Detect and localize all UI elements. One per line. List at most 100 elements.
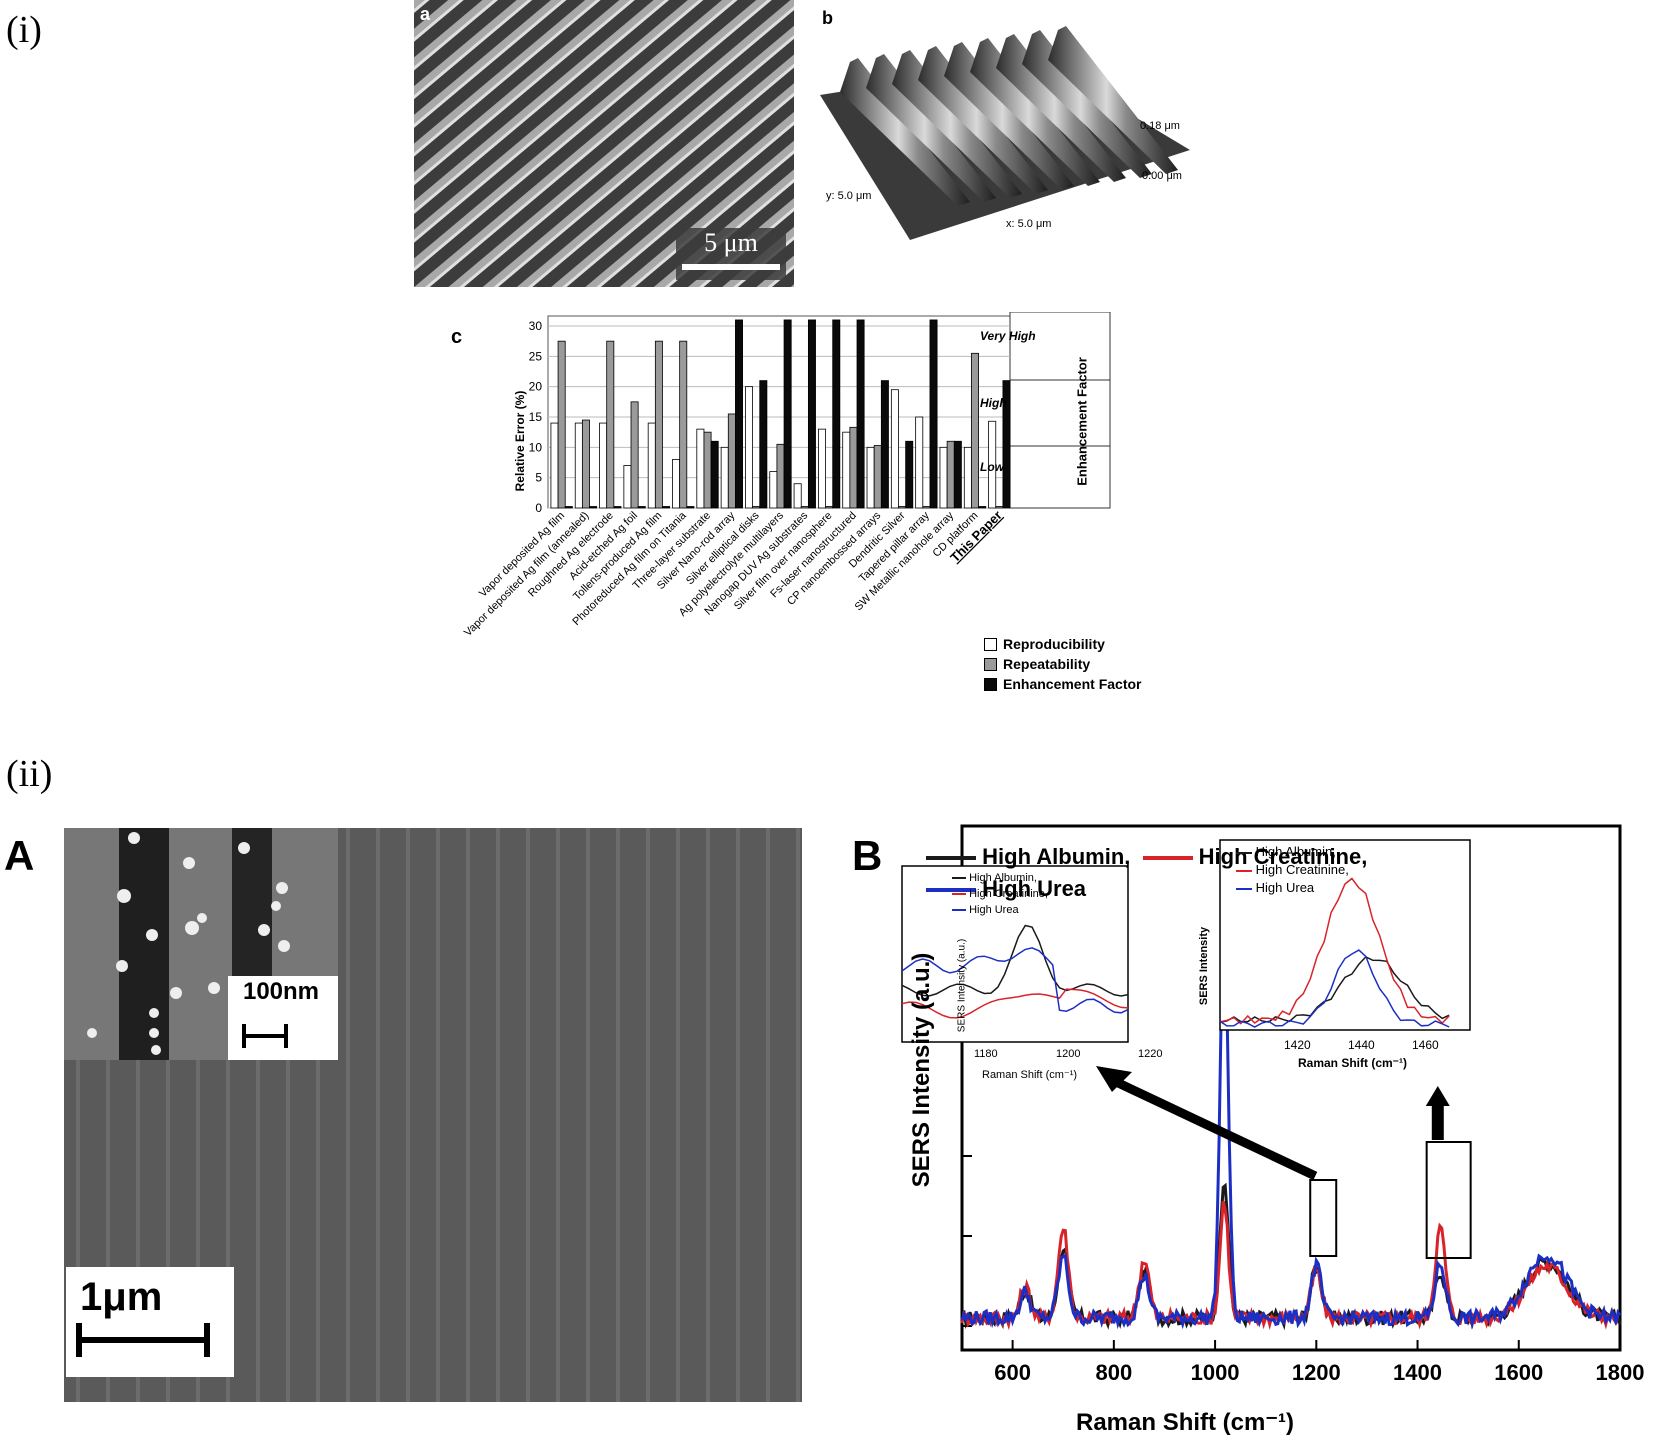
bar-repeatability — [557, 340, 566, 509]
chart-legend: Reproducibility Repeatability Enhancemen… — [984, 634, 1141, 694]
y-axis-label: y: 5.0 μm — [826, 190, 872, 202]
afm-ridge — [1022, 30, 1152, 178]
bar-repeatability — [946, 440, 955, 509]
y-tick-label: 0 — [535, 501, 542, 515]
inset-scale-box: 100nm — [228, 976, 338, 1060]
legend-enhancement-factor: Enhancement Factor — [984, 674, 1141, 694]
legend-reproducibility: Reproducibility — [984, 634, 1141, 654]
bar-repeatability — [776, 443, 785, 509]
x-tick-label: 1400 — [1393, 1360, 1442, 1385]
main-legend-row2: High Urea — [926, 876, 1086, 902]
ef-level-high: High — [980, 396, 1007, 410]
plot-frame — [960, 824, 1622, 1352]
inset1-ylabel: SERS Intensity (a.u.) — [956, 938, 968, 1033]
bar-enhancement-factor — [929, 319, 938, 509]
afm-ridge — [996, 34, 1126, 182]
bar-repeatability — [581, 419, 590, 509]
scale-bar — [76, 1337, 210, 1343]
scale-bar-box: 1μm — [66, 1267, 234, 1377]
bar-repeatability — [971, 352, 979, 509]
afm-surface — [820, 26, 1190, 240]
bar-enhancement-factor — [783, 319, 792, 509]
inset-scale-label: 100nm — [242, 978, 320, 1005]
part-i-label: (i) — [6, 9, 42, 51]
panel-a-letter: a — [420, 4, 431, 24]
bar-repeatability — [995, 506, 1004, 509]
zoom-arrow-head-2 — [1425, 1086, 1450, 1106]
legend-swatch — [984, 637, 997, 651]
afm-ridge — [866, 54, 996, 202]
zoom-arrow-head-1 — [1096, 1066, 1132, 1092]
bar-repeatability — [752, 506, 761, 509]
bar-enhancement-factor — [856, 319, 865, 509]
scale-bar-tick — [204, 1323, 210, 1357]
bar-reproducibility — [574, 422, 583, 509]
bar-repeatability — [898, 506, 907, 509]
bar-repeatability — [679, 340, 688, 509]
bar-reproducibility — [745, 386, 753, 509]
panel-B-letter: B — [852, 832, 883, 879]
inset2-line-creatinine — [1219, 877, 1450, 1025]
bar-reproducibility — [769, 471, 778, 509]
bar-enhancement-factor — [807, 319, 816, 509]
nanoparticle-inset: 100nm — [64, 828, 338, 1060]
bar-reproducibility — [599, 422, 608, 509]
bar-reproducibility — [550, 422, 559, 509]
bar-enhancement-factor — [832, 319, 841, 509]
bar-repeatability — [873, 445, 882, 509]
bar-enhancement-factor — [759, 380, 768, 509]
legend-repeatability: Repeatability — [984, 654, 1141, 674]
inset1-line-albumin — [901, 924, 1129, 997]
zoom-box-1200 — [1309, 1179, 1338, 1257]
y-tick-label: 10 — [529, 440, 543, 454]
y-axis-title: Relative Error (%) — [513, 390, 527, 492]
afm-ridge — [970, 38, 1100, 186]
series-line-albumin — [961, 1182, 1622, 1331]
bar-reproducibility — [890, 389, 899, 509]
legend-line-creatinine — [1142, 856, 1193, 861]
sers-spectrum-chart: 600 800 1000 1200 1400 1600 1800 — [901, 824, 1644, 1385]
x-tick-label: 1600 — [1494, 1360, 1543, 1385]
z-top-label: 0.18 μm — [1140, 120, 1180, 132]
bar-enhancement-factor — [953, 440, 962, 509]
afm-ridge — [944, 42, 1074, 190]
enhancement-factor-axis-title: Enhancement Factor — [1074, 357, 1090, 486]
bar-enhancement-factor — [1002, 380, 1011, 509]
part-ii-label: (ii) — [6, 753, 53, 795]
bar-enhancement-factor — [637, 506, 646, 509]
panel-b-afm: b 0.18 μm 0.00 μm y: 5.0 μm x: 5.0 μm — [810, 0, 1210, 250]
inset1-xlabel: Raman Shift (cm⁻¹) — [982, 1069, 1078, 1081]
panel-A-sem-image: 100nm 1μm — [64, 828, 802, 1402]
x-tick-label: 1000 — [1191, 1360, 1240, 1385]
bar-reproducibility — [817, 428, 826, 509]
y-tick-label: 20 — [529, 380, 543, 394]
x-axis-label: x: 5.0 μm — [1006, 218, 1052, 230]
bar-reproducibility — [793, 483, 802, 509]
bar-repeatability — [630, 401, 639, 509]
afm-ridge — [892, 50, 1022, 198]
inset2-line-urea — [1219, 949, 1450, 1028]
bar-enhancement-factor — [613, 506, 622, 509]
inset1-line-urea — [901, 947, 1129, 1014]
y-tick-label: 5 — [535, 471, 542, 485]
afm-ridge — [918, 46, 1048, 194]
inset-scale-bar — [242, 1034, 286, 1038]
bar-enhancement-factor — [564, 506, 573, 509]
legend-line-urea — [926, 888, 976, 893]
bar-reproducibility — [963, 446, 972, 509]
bar-reproducibility — [866, 446, 875, 509]
bar-reproducibility — [988, 420, 997, 509]
zoom-box-1440 — [1425, 1141, 1472, 1259]
bar-repeatability — [825, 506, 834, 509]
x-axis-title: Raman Shift (cm⁻¹) — [1076, 1409, 1295, 1436]
panel-c-letter: c — [451, 326, 463, 348]
bar-enhancement-factor — [905, 440, 914, 509]
x-tick-label: 1200 — [1292, 1360, 1341, 1385]
z-bottom-label: 0.00 μm — [1142, 170, 1182, 182]
ef-level-low: Low — [980, 460, 1004, 474]
panel-A-letter: A — [4, 832, 35, 879]
afm-ridge — [840, 58, 970, 206]
bar-repeatability — [849, 426, 858, 509]
bar-reproducibility — [696, 428, 705, 509]
panel-b-letter: b — [822, 8, 833, 28]
